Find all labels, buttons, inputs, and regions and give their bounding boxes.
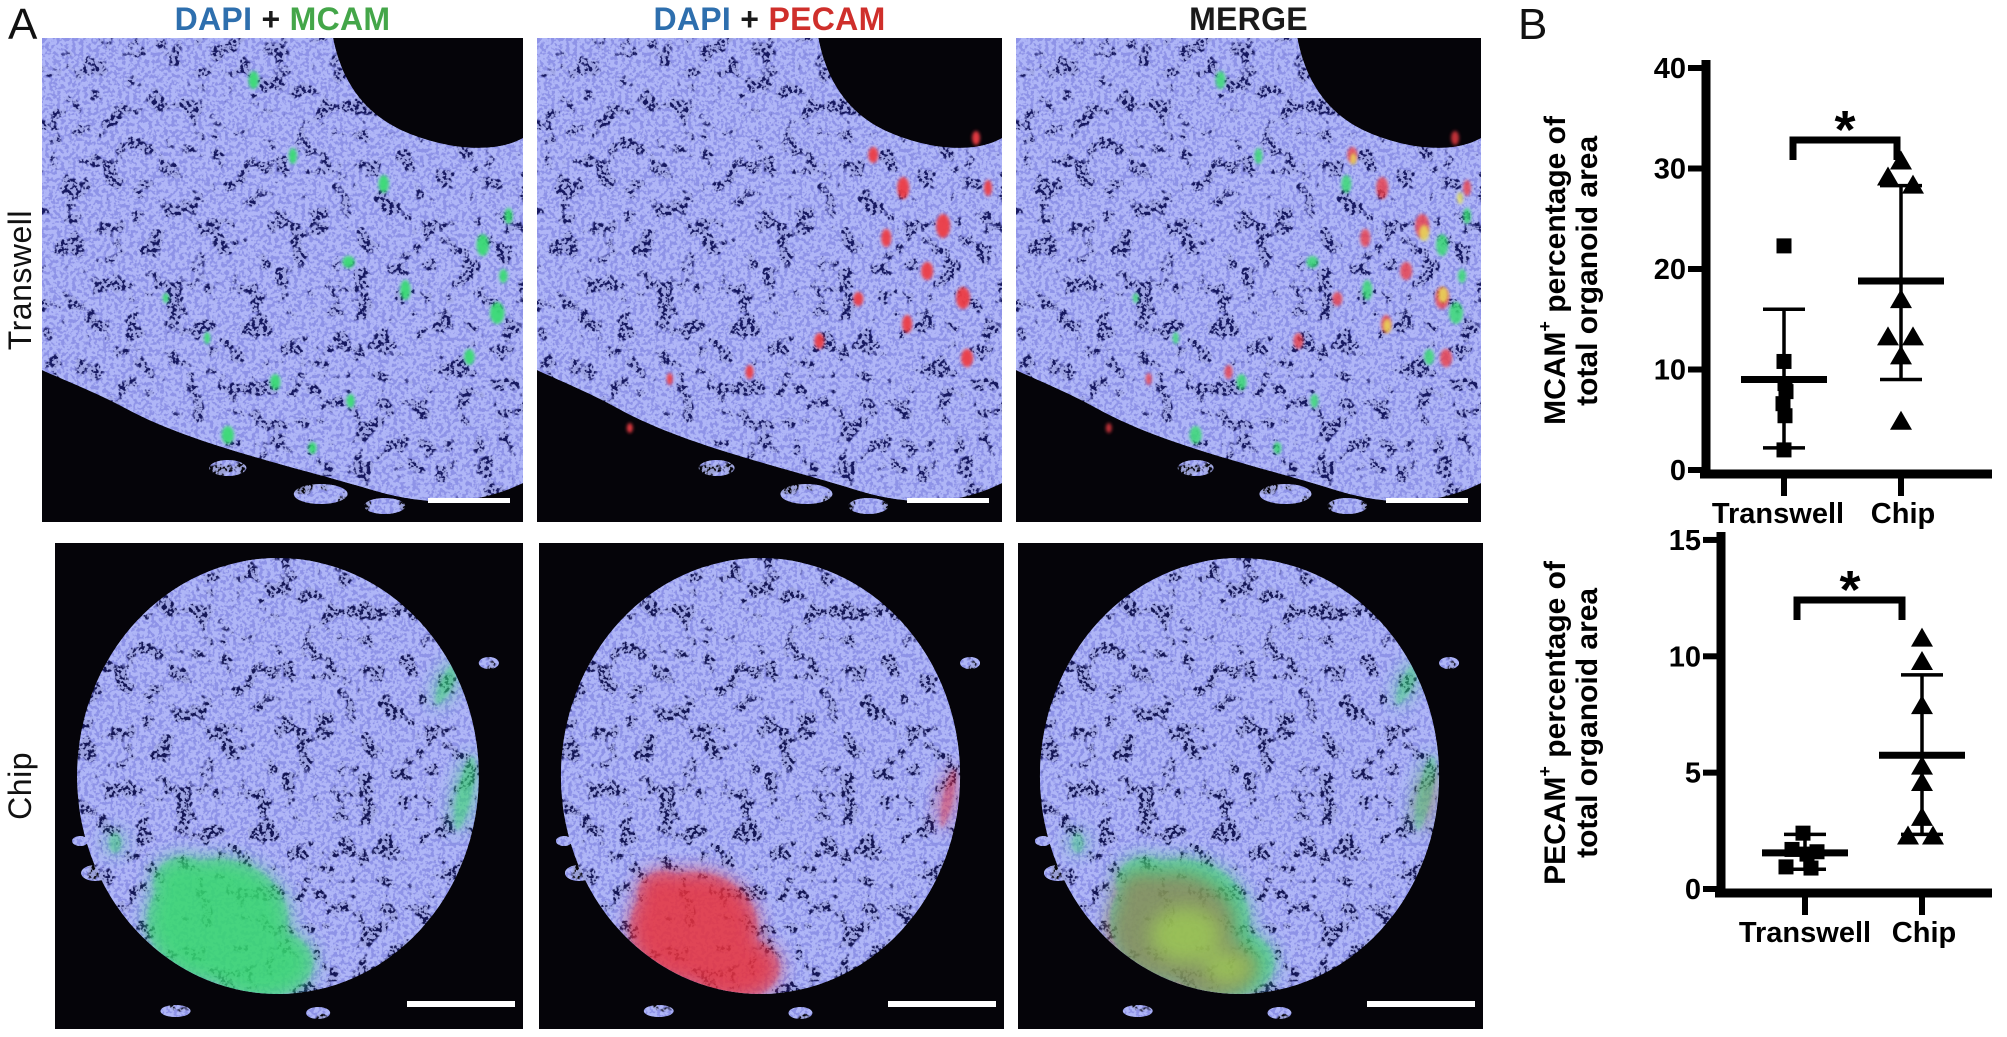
significance-bracket [1789, 136, 1901, 160]
row-label-chip-wrap: Chip [0, 543, 40, 1029]
scale-bar [428, 498, 510, 503]
data-point [1890, 410, 1912, 430]
y-tick-label: 40 [1654, 53, 1686, 85]
data-point [1911, 650, 1933, 670]
data-point [1911, 627, 1933, 647]
plot2-ylabel-wrap: PECAM+ percentage of total organoid area [1520, 545, 1620, 900]
data-point [1897, 825, 1919, 845]
x-category-label: Transwell [1739, 917, 1871, 949]
data-point [1911, 771, 1933, 791]
tissue-dapi [537, 38, 1002, 514]
scatter-plot-mcam: 0 10 20 30 40 Transwell Chip * [1654, 53, 1992, 530]
header-dapi: DAPI [174, 1, 253, 37]
data-point [1784, 841, 1800, 857]
scale-bar [888, 1001, 996, 1007]
header-merge: MERGE [1189, 1, 1308, 37]
row-label-transwell: Transwell [1, 209, 38, 351]
data-point [1902, 174, 1924, 194]
header-pecam: PECAM [768, 1, 886, 37]
micro-image-chip-dapi-pecam [539, 543, 1004, 1029]
header-plus: + [252, 1, 290, 37]
y-tick-label: 10 [1669, 641, 1701, 673]
y-tick-label: 5 [1685, 758, 1701, 790]
data-point [1911, 806, 1933, 826]
data-point [1890, 345, 1912, 365]
data-point [1890, 150, 1912, 170]
data-point [1890, 289, 1912, 309]
y-tick-label: 15 [1669, 525, 1701, 557]
row-label-transwell-wrap: Transwell [0, 38, 40, 522]
column-header-dapi-pecam: DAPI + PECAM [537, 1, 1002, 38]
x-category-label: Transwell [1712, 498, 1844, 530]
data-point [1775, 396, 1791, 412]
plot1-ylabel: MCAM+ percentage of total organoid area [1534, 115, 1604, 425]
data-point [1776, 442, 1792, 458]
x-category-label: Chip [1892, 917, 1956, 949]
data-point [1776, 353, 1792, 369]
data-point [1777, 408, 1793, 424]
data-point [1795, 825, 1811, 841]
data-point [1922, 825, 1944, 845]
micro-image-transwell-dapi-pecam [537, 38, 1002, 522]
plot2-ylabel: PECAM+ percentage of total organoid area [1534, 560, 1604, 885]
micrograph [1018, 543, 1483, 1029]
micro-image-transwell-dapi-mcam [42, 38, 523, 522]
header-mcam: MCAM [289, 1, 391, 37]
data-point [1877, 326, 1899, 346]
header-dapi: DAPI [653, 1, 732, 37]
row-label-chip: Chip [1, 752, 38, 820]
significance-bracket [1793, 596, 1906, 620]
tissue-dapi [1016, 38, 1481, 514]
column-header-dapi-mcam: DAPI + MCAM [42, 1, 523, 38]
scale-bar [1367, 1001, 1475, 1007]
data-point [1877, 166, 1899, 186]
data-point [1778, 859, 1794, 875]
column-header-merge: MERGE [1016, 1, 1481, 38]
header-plus: + [731, 1, 769, 37]
micrograph [537, 38, 1002, 522]
micrograph [42, 38, 523, 522]
micro-image-chip-merge [1018, 543, 1483, 1029]
micrograph [55, 543, 523, 1029]
data-point [1911, 695, 1933, 715]
micro-image-transwell-merge [1016, 38, 1481, 522]
y-tick-label: 20 [1654, 254, 1686, 286]
data-point [1776, 238, 1792, 254]
panel-a-label: A [8, 0, 38, 49]
panel-b-label: B [1518, 0, 1548, 49]
significance-star: * [1839, 560, 1860, 620]
y-tick-label: 0 [1670, 455, 1686, 487]
data-point [1902, 326, 1924, 346]
y-tick-label: 0 [1685, 874, 1701, 906]
data-point [1911, 755, 1933, 775]
micrograph [1016, 38, 1481, 522]
data-point [1799, 846, 1815, 862]
significance-star: * [1834, 100, 1855, 160]
micrograph [539, 543, 1004, 1029]
scale-bar [407, 1001, 515, 1007]
plot1-ylabel-wrap: MCAM+ percentage of total organoid area [1520, 55, 1620, 485]
x-category-label: Chip [1871, 498, 1935, 530]
micro-image-chip-dapi-mcam [55, 543, 523, 1029]
scatter-plot-pecam: 0 5 10 15 Transwell Chip * [1669, 525, 1992, 949]
y-tick-label: 10 [1654, 355, 1686, 387]
scale-bar [1386, 498, 1468, 503]
scale-bar [907, 498, 989, 503]
data-point [1778, 384, 1794, 400]
y-tick-label: 30 [1654, 154, 1686, 186]
data-point [1803, 860, 1819, 876]
